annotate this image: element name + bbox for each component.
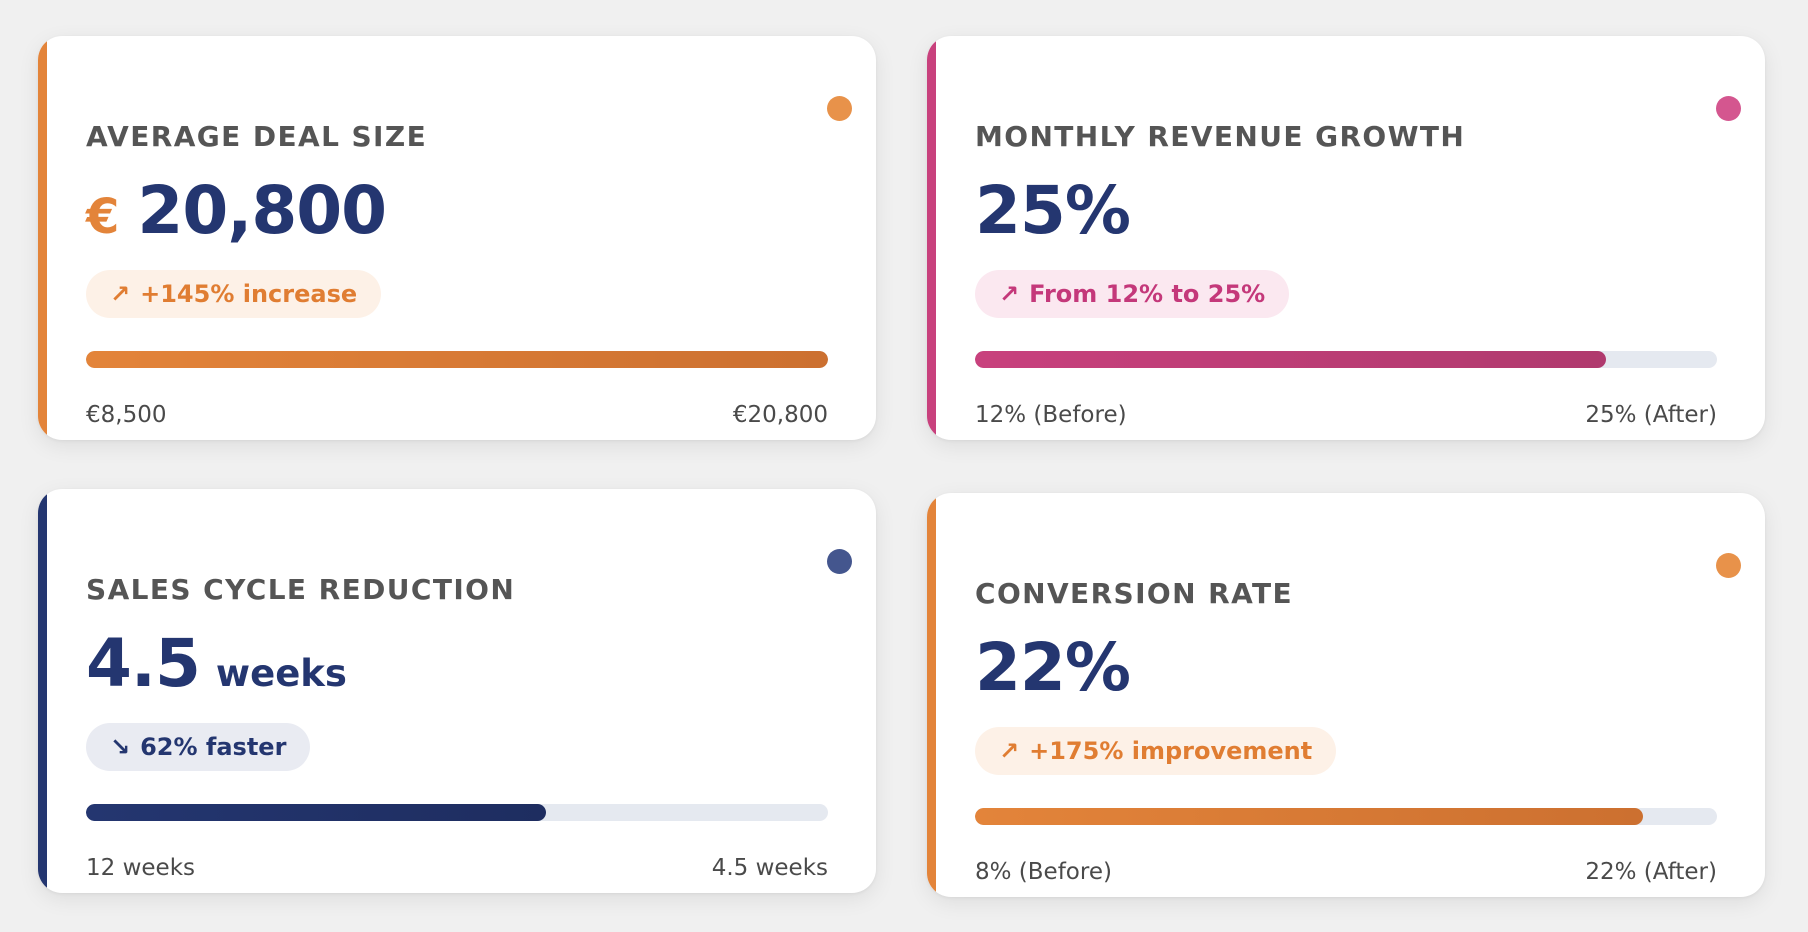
change-badge: ↗ +175% improvement [975, 727, 1337, 775]
progress-label-before: 12% (Before) [975, 402, 1127, 428]
value-row: € 20,800 [86, 172, 387, 249]
progress-fill [975, 808, 1643, 825]
value-row: 25% [975, 172, 1131, 249]
progress-fill [86, 351, 828, 368]
badge-text: 62% faster [140, 733, 287, 761]
progress-label-before: 12 weeks [86, 855, 195, 881]
card-title: SALES CYCLE REDUCTION [86, 573, 516, 606]
change-badge: ↗ +145% increase [86, 270, 382, 318]
trend-up-icon: ↗ [110, 280, 131, 308]
status-dot [1716, 96, 1741, 121]
trend-up-icon: ↗ [999, 280, 1020, 308]
kpi-card-sales-cycle-reduction: SALES CYCLE REDUCTION 4.5 weeks ↘ 62% fas… [38, 489, 876, 893]
card-title: AVERAGE DEAL SIZE [86, 120, 428, 153]
card-accent-bar [38, 489, 47, 893]
progress-label-after: 25% (After) [1585, 402, 1717, 428]
badge-text: +145% increase [140, 280, 358, 308]
kpi-card-monthly-revenue-growth: MONTHLY REVENUE GROWTH 25% ↗ From 12% to … [927, 36, 1765, 440]
status-dot [1716, 553, 1741, 578]
card-accent-bar [38, 36, 47, 440]
change-badge: ↗ From 12% to 25% [975, 270, 1290, 318]
card-value: 4.5 [86, 625, 201, 702]
progress-label-after: 22% (After) [1585, 859, 1717, 885]
card-value: 20,800 [137, 172, 387, 249]
card-value: 22% [975, 629, 1131, 706]
trend-down-icon: ↘ [110, 733, 131, 761]
kpi-card-conversion-rate: CONVERSION RATE 22% ↗ +175% improvement 8… [927, 493, 1765, 897]
value-row: 22% [975, 629, 1131, 706]
progress-track [975, 351, 1717, 368]
progress-label-before: €8,500 [86, 402, 167, 428]
kpi-card-average-deal-size: AVERAGE DEAL SIZE € 20,800 ↗ +145% increa… [38, 36, 876, 440]
badge-text: +175% improvement [1029, 737, 1313, 765]
progress-label-after: 4.5 weeks [711, 855, 828, 881]
card-accent-bar [927, 493, 936, 897]
progress-label-before: 8% (Before) [975, 859, 1112, 885]
value-unit: weeks [215, 652, 347, 695]
progress-fill [86, 804, 547, 821]
badge-text: From 12% to 25% [1029, 280, 1266, 308]
card-title: CONVERSION RATE [975, 577, 1293, 610]
trend-up-icon: ↗ [999, 737, 1020, 765]
card-title: MONTHLY REVENUE GROWTH [975, 120, 1466, 153]
progress-track [975, 808, 1717, 825]
currency-symbol: € [86, 189, 120, 245]
progress-track [86, 351, 828, 368]
status-dot [827, 96, 852, 121]
progress-label-after: €20,800 [732, 402, 828, 428]
status-dot [827, 549, 852, 574]
progress-track [86, 804, 828, 821]
card-accent-bar [927, 36, 936, 440]
progress-fill [975, 351, 1606, 368]
card-value: 25% [975, 172, 1131, 249]
value-row: 4.5 weeks [86, 625, 347, 702]
change-badge: ↘ 62% faster [86, 723, 311, 771]
